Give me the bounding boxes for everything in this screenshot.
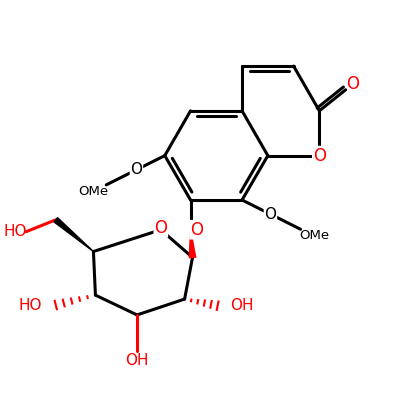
Text: O: O — [154, 219, 167, 237]
Text: O: O — [346, 75, 359, 93]
Text: OH: OH — [125, 353, 149, 368]
Text: O: O — [190, 221, 203, 239]
Text: HO: HO — [18, 298, 42, 312]
Polygon shape — [189, 230, 196, 258]
Text: O: O — [264, 207, 276, 222]
Text: OMe: OMe — [78, 185, 108, 198]
Text: OH: OH — [230, 298, 254, 312]
Text: HO: HO — [3, 224, 27, 239]
Text: OMe: OMe — [299, 230, 329, 242]
Polygon shape — [54, 218, 94, 252]
Text: O: O — [130, 162, 142, 177]
Text: O: O — [313, 147, 326, 165]
